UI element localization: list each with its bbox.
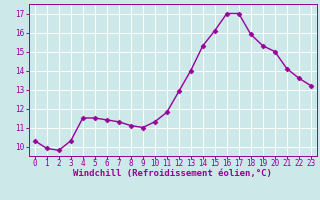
X-axis label: Windchill (Refroidissement éolien,°C): Windchill (Refroidissement éolien,°C)	[73, 169, 272, 178]
